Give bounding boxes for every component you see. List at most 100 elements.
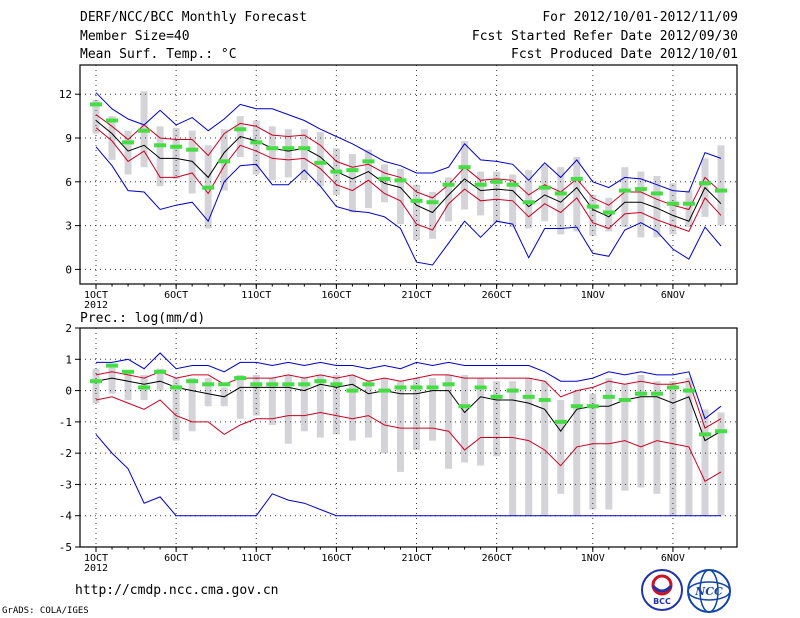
ensemble-marker [618,188,631,193]
ensemble-marker [362,159,375,164]
spread-box [172,378,180,441]
ensemble-marker [602,394,615,399]
series-line-min [95,146,722,266]
y-tick-label: 9 [65,132,72,145]
spread-box [380,378,388,454]
spread-box [653,175,661,238]
series-line-mean [95,377,722,442]
ensemble-marker [522,200,535,205]
spread-box [477,171,485,216]
spread-box [188,130,196,194]
y-tick-label: 1 [65,353,72,366]
ensemble-marker [490,394,503,399]
x-tick-label: 21OCT [401,290,431,301]
spread-box [284,374,292,444]
ensemble-marker [474,182,487,187]
x-tick-label: 21OCT [401,553,431,564]
chart-title: DERF/NCC/BCC Monthly Forecast [80,10,307,25]
spread-box [172,127,180,179]
member-size-label: Member Size=40 [80,29,190,44]
spread-box [509,381,517,516]
spread-box [541,381,549,516]
ensemble-marker [346,168,359,173]
ensemble-marker [666,385,679,390]
spread-box [541,164,549,222]
ensemble-marker [106,118,119,123]
ensemble-marker [410,385,423,390]
x-tick-label: 1OCT [84,290,108,301]
x-tick-label: 1NOV [581,290,605,301]
ensemble-marker [618,397,631,402]
series-line-min [95,434,721,517]
ensemble-marker [682,388,695,393]
ensemble-marker [186,379,199,384]
x-tick-sublabel: 2012 [84,300,108,311]
ensemble-marker [138,385,151,390]
ensemble-marker [90,379,102,384]
y-tick-label: -5 [59,541,72,554]
spread-box [364,149,372,209]
ensemble-marker [458,404,471,409]
series-line-lower [95,396,722,483]
ncc-logo-text: NCC [694,585,723,598]
ensemble-marker [586,204,599,209]
spread-box [605,197,613,232]
ensemble-marker [378,388,391,393]
series-line-max [96,352,722,420]
spread-box [204,378,212,407]
ensemble-marker [426,200,439,205]
x-tick-label: 16OCT [321,290,351,301]
ensemble-marker [394,178,407,183]
spread-box [461,374,469,463]
spread-box [653,381,661,494]
x-tick-label: 6NOV [661,290,685,301]
spread-box [92,368,100,404]
spread-box [316,374,324,438]
spread-box [413,378,421,451]
spread-box [188,378,196,432]
ensemble-marker [474,385,487,390]
y-tick-label: 6 [65,176,72,189]
spread-box [429,192,437,239]
spread-box [589,393,597,510]
spread-box [124,371,132,400]
ensemble-marker [218,382,231,387]
source-url[interactable]: http://cmdp.ncc.cma.gov.cn [75,583,279,598]
ensemble-marker [682,201,695,206]
ensemble-marker [106,363,119,368]
forecast-produced-date: Fcst Produced Date 2012/10/01 [511,47,738,62]
ensemble-marker [426,385,439,390]
ensemble-marker [154,369,167,374]
ensemble-marker [394,385,407,390]
ensemble-marker [570,176,583,181]
spread-box [332,374,340,435]
ensemble-marker [186,147,199,152]
x-tick-label: 6OCT [164,553,188,564]
y-tick-label: -3 [59,478,72,491]
spread-box [92,100,100,134]
ensemble-marker [698,181,711,186]
spread-box [429,378,437,441]
ensemble-marker [715,188,727,193]
spread-box [284,129,292,178]
spread-box [701,409,709,516]
ensemble-marker [202,382,215,387]
y-tick-label: 3 [65,220,72,233]
ensemble-marker [90,102,102,107]
series-line-lower [95,127,722,233]
ensemble-marker [522,394,535,399]
series-line-mean [95,120,722,222]
ensemble-marker [650,391,663,396]
spread-box [364,381,372,438]
ensemble-marker [538,397,551,402]
x-tick-label: 6NOV [661,553,685,564]
ensemble-marker [122,369,135,374]
y-tick-label: -1 [59,416,72,429]
ensemble-marker [506,388,519,393]
spread-box [525,170,533,229]
ensemble-marker [490,179,503,184]
spread-box [573,390,581,516]
ensemble-marker [538,185,551,190]
spread-box [637,374,645,488]
spread-box [348,154,356,213]
